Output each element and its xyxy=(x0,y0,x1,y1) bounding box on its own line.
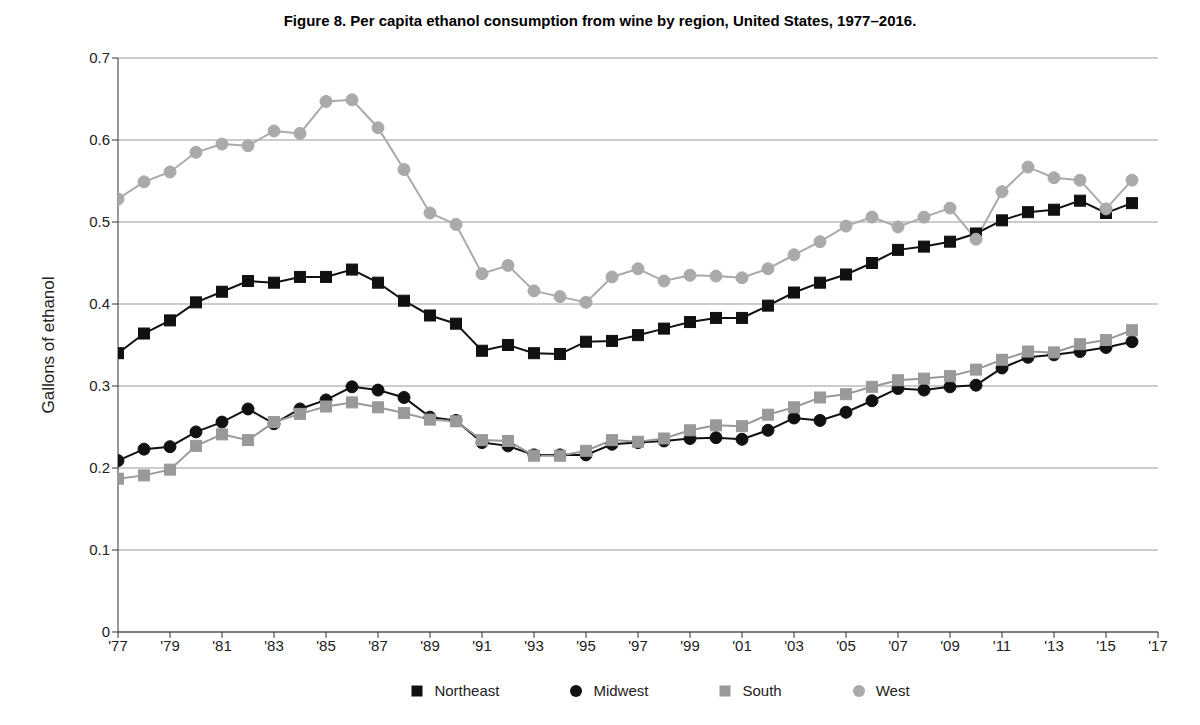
html-text:Figure 8. Per capita ethanol c: Figure 8. Per capita ethanol consumption… xyxy=(283,12,917,29)
svg-text:0.4: 0.4 xyxy=(89,295,110,312)
svg-text:'15: '15 xyxy=(1096,637,1116,654)
svg-text:0.2: 0.2 xyxy=(89,459,110,476)
html-text:South: South xyxy=(742,682,782,699)
svg-text:'05: '05 xyxy=(836,637,856,654)
svg-text:'11: '11 xyxy=(993,637,1011,654)
svg-text:'07: '07 xyxy=(888,637,908,654)
svg-text:0: 0 xyxy=(102,623,110,640)
html-text:Midwest: Midwest xyxy=(593,682,649,699)
svg-text:'91: '91 xyxy=(472,637,492,654)
html-text:West: West xyxy=(875,682,910,699)
svg-text:'99: '99 xyxy=(680,637,700,654)
svg-text:'87: '87 xyxy=(368,637,388,654)
svg-text:'17: '17 xyxy=(1148,637,1168,654)
svg-text:'81: '81 xyxy=(212,637,232,654)
svg-text:'83: '83 xyxy=(264,637,284,654)
svg-text:'77: '77 xyxy=(108,637,128,654)
svg-text:'13: '13 xyxy=(1044,637,1064,654)
svg-text:0.6: 0.6 xyxy=(89,131,110,148)
svg-text:'79: '79 xyxy=(160,637,180,654)
svg-text:0.7: 0.7 xyxy=(89,49,110,66)
svg-text:Gallons of ethanol: Gallons of ethanol xyxy=(39,276,58,413)
svg-text:0.5: 0.5 xyxy=(89,213,110,230)
svg-text:'95: '95 xyxy=(576,637,596,654)
svg-text:'09: '09 xyxy=(940,637,960,654)
svg-text:'93: '93 xyxy=(524,637,544,654)
svg-text:0.1: 0.1 xyxy=(89,541,110,558)
svg-text:'97: '97 xyxy=(628,637,648,654)
svg-text:'85: '85 xyxy=(316,637,336,654)
svg-text:'03: '03 xyxy=(784,637,804,654)
html-text:Northeast: Northeast xyxy=(434,682,500,699)
svg-text:'89: '89 xyxy=(420,637,440,654)
svg-text:'01: '01 xyxy=(732,637,752,654)
svg-text:0.3: 0.3 xyxy=(89,377,110,394)
